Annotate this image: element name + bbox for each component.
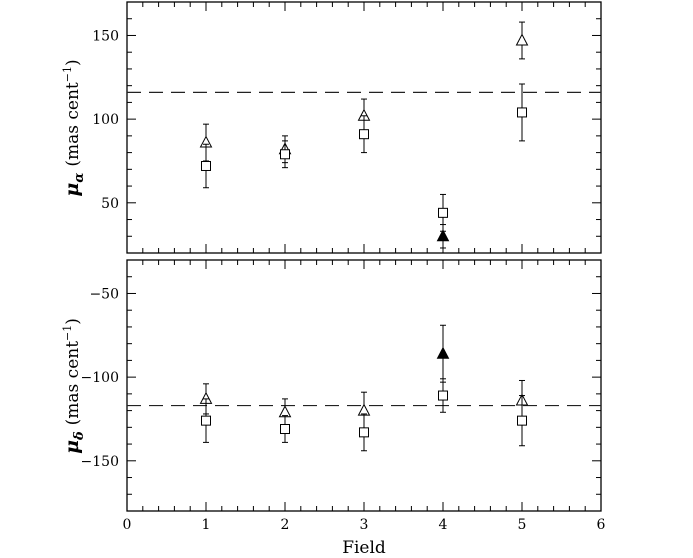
x-tick-label: 1 (202, 517, 211, 533)
panel-bottom-ylabel-close: ) (63, 318, 83, 325)
panel-bottom-ylabel-symbol: μ (61, 440, 83, 454)
panel-top-square-point (359, 129, 369, 140)
panel-top-y-tick-label: 100 (92, 112, 119, 128)
panel-bottom-square-point (280, 424, 290, 435)
panel-bottom-y-tick-label: −50 (89, 286, 119, 302)
x-tick-label: 6 (597, 517, 606, 533)
panel-bottom-ylabel-exponent: −1 (61, 325, 74, 341)
panel-bottom-ticks: 0 1 2 3 4 5 6 −150 −100 −50 (81, 259, 606, 533)
panel-top-square-point (517, 107, 527, 118)
panel-top-square-point (438, 207, 448, 218)
panel-top-y-axis-title: μα (mas cent−1) (61, 59, 87, 196)
x-tick-label: 2 (281, 517, 290, 533)
panel-top-filled-triangle-point (436, 229, 450, 242)
panel-top-y-tick-label: 50 (101, 196, 119, 212)
panel-top-ylabel-units: (mas cent (63, 82, 83, 167)
panel-top-y-tick-label: 150 (92, 28, 119, 44)
x-tick-label: 0 (123, 517, 132, 533)
panel-bottom-square-point (517, 415, 527, 426)
panel-bottom-data-points (199, 324, 529, 452)
panel-top-proper-motion-ra: 50 100 150 μα (mas cent−1) (61, 1, 602, 254)
x-axis-title: Field (342, 538, 386, 558)
panel-bottom-filled-triangle-point (436, 346, 450, 359)
x-tick-label: 4 (439, 517, 448, 533)
panel-top-ylabel-subscript: α (72, 173, 87, 183)
panel-bottom-square-point (359, 427, 369, 438)
x-tick-label: 3 (360, 517, 369, 533)
panel-top-ticks: 50 100 150 (92, 1, 602, 254)
panel-bottom-y-tick-label: −100 (81, 370, 119, 386)
panel-bottom-proper-motion-dec: 0 1 2 3 4 5 6 −150 −100 −50 μδ (mas cent−1) Field (61, 259, 606, 558)
panel-bottom-frame (126, 259, 602, 512)
panel-bottom-ylabel-subscript: δ (72, 431, 87, 441)
panel-top-triangle-point (515, 33, 529, 46)
panel-top-ylabel-symbol: μ (61, 183, 83, 197)
panel-top-ylabel-close: ) (63, 59, 83, 66)
panel-bottom-y-axis-title: μδ (mas cent−1) (61, 318, 87, 454)
panel-top-square-point (280, 149, 290, 160)
panel-bottom-square-point (201, 415, 211, 426)
x-tick-label: 5 (518, 517, 527, 533)
panel-bottom-square-point (438, 390, 448, 401)
panel-bottom-ylabel-units: (mas cent (63, 341, 83, 426)
panel-top-ylabel-exponent: −1 (61, 66, 74, 82)
panel-top-square-point (201, 160, 211, 171)
panel-bottom-y-tick-label: −150 (81, 454, 119, 470)
panel-top-data-points (199, 21, 529, 249)
